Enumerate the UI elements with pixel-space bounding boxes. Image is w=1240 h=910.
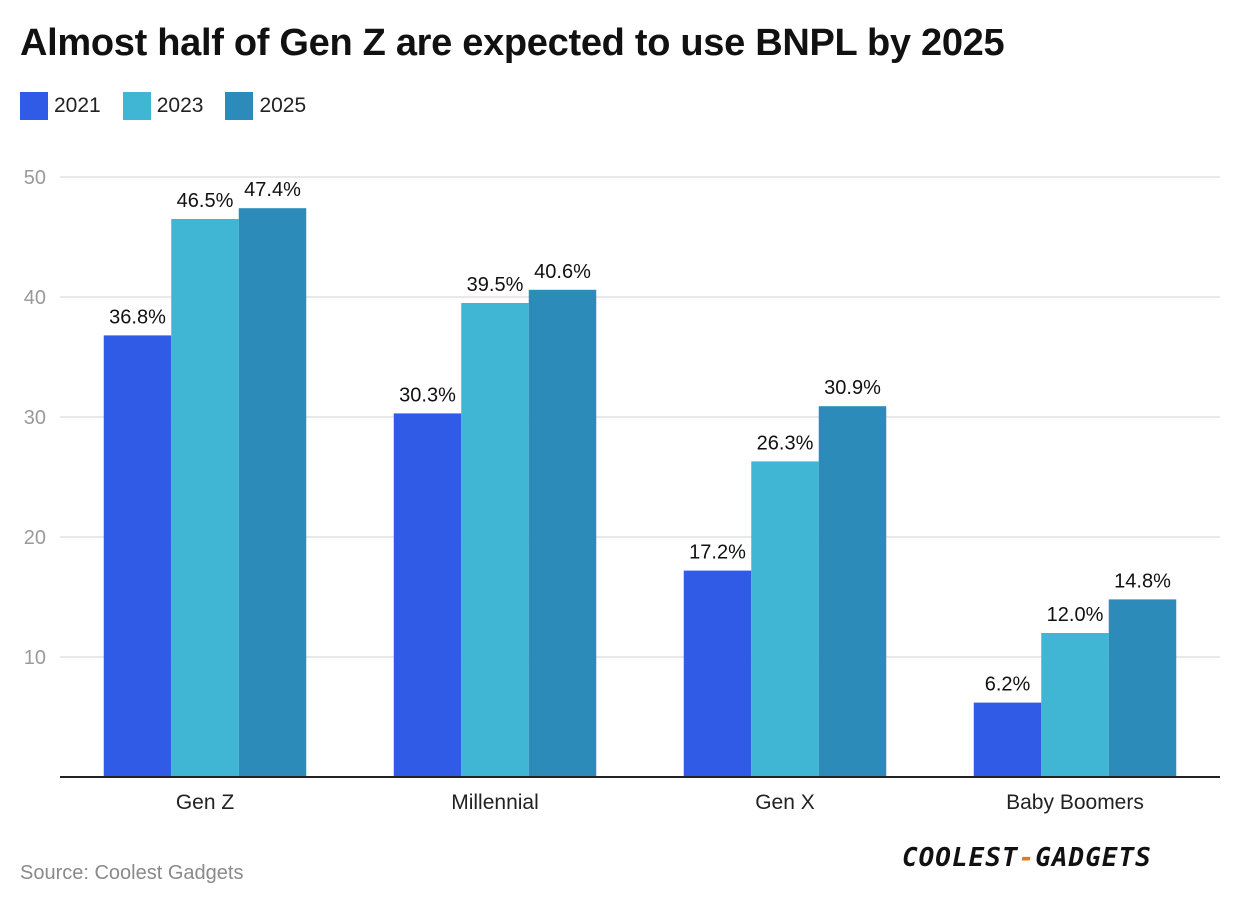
- data-label: 17.2%: [689, 542, 746, 564]
- data-label: 14.8%: [1114, 570, 1171, 592]
- legend-swatch-2025: [225, 92, 254, 120]
- brand-logo: COOLEST-GADGETS: [902, 843, 1152, 873]
- source-note: Source: Coolest Gadgets: [20, 862, 244, 884]
- data-label: 12.0%: [1047, 604, 1104, 626]
- bar-2023: [751, 461, 819, 777]
- legend-swatch-2021: [20, 92, 48, 120]
- brand-left: COOLEST: [902, 843, 1019, 873]
- legend-label-2021: 2021: [54, 94, 101, 117]
- data-label: 46.5%: [177, 190, 234, 212]
- bar-2021: [103, 335, 172, 777]
- x-tick-label: Gen Z: [176, 791, 235, 814]
- bar-2021: [973, 702, 1042, 777]
- data-label: 30.3%: [399, 384, 456, 406]
- x-tick-label: Gen X: [755, 791, 815, 814]
- data-label: 6.2%: [985, 674, 1031, 696]
- bar-2021: [683, 570, 752, 777]
- bar-2025: [1108, 599, 1177, 777]
- data-label: 39.5%: [467, 274, 524, 296]
- brand-right: GADGETS: [1035, 843, 1152, 873]
- legend-item-2021: 2021: [20, 92, 101, 120]
- x-tick-label: Millennial: [451, 791, 539, 814]
- legend-swatch-2023: [122, 92, 151, 120]
- bar-2021: [393, 413, 462, 777]
- y-tick-label: 10: [24, 647, 46, 669]
- y-tick-label: 20: [24, 527, 46, 549]
- bar-2025: [528, 289, 597, 777]
- bar-2025: [238, 208, 307, 777]
- data-label: 30.9%: [824, 377, 881, 399]
- bar-2023: [461, 303, 529, 777]
- bar-2023: [1041, 633, 1109, 777]
- data-label: 47.4%: [244, 179, 301, 201]
- y-tick-label: 40: [24, 287, 46, 309]
- legend: 2021 2023 2025: [20, 92, 306, 120]
- legend-item-2025: 2025: [225, 92, 306, 120]
- legend-label-2025: 2025: [259, 94, 307, 117]
- y-tick-label: 50: [24, 167, 46, 189]
- bar-2023: [171, 219, 239, 777]
- y-tick-label: 30: [24, 407, 46, 429]
- data-label: 36.8%: [109, 306, 166, 328]
- legend-label-2023: 2023: [156, 94, 204, 117]
- bar-2025: [818, 406, 887, 777]
- data-label: 26.3%: [757, 432, 814, 454]
- legend-item-2023: 2023: [122, 92, 204, 120]
- brand-dash: -: [1018, 843, 1036, 873]
- chart-title: Almost half of Gen Z are expected to use…: [20, 22, 1005, 64]
- x-tick-label: Baby Boomers: [1006, 791, 1144, 814]
- data-label: 40.6%: [534, 261, 591, 283]
